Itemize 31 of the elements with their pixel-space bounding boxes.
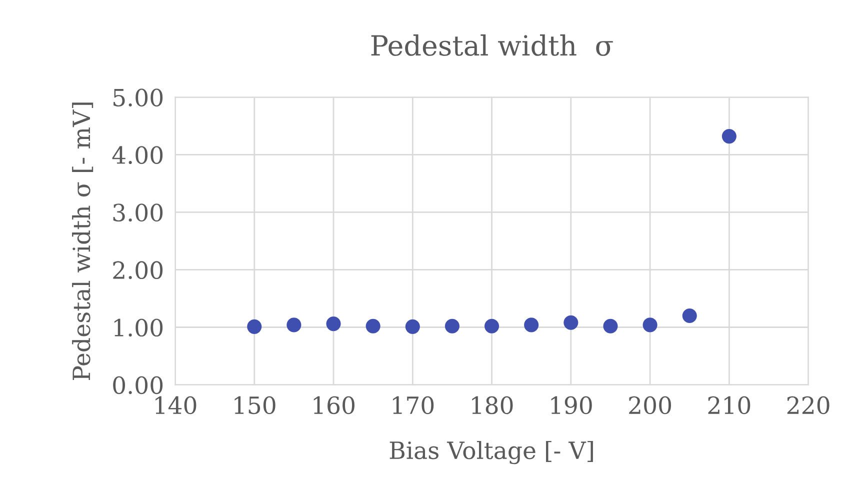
x-tick-label: 150 <box>234 396 276 414</box>
y-axis-title: Pedestal width σ [- mV] <box>72 102 94 380</box>
y-tick-label: 4.00 <box>112 146 163 164</box>
y-tick-label: 3.00 <box>113 204 163 222</box>
point <box>247 319 262 334</box>
y-tick-label: 0.00 <box>113 376 163 394</box>
point <box>366 318 380 334</box>
point <box>603 318 618 334</box>
point <box>326 316 341 332</box>
x-axis-title: Bias Voltage [- V] <box>390 440 593 464</box>
chart-title: Pedestal width σ <box>371 34 613 56</box>
x-tick-label: 190 <box>551 396 592 414</box>
x-tick-label: 170 <box>392 396 434 414</box>
point <box>642 318 658 332</box>
y-tick-label: 2.00 <box>113 261 163 280</box>
point <box>484 318 500 334</box>
point <box>564 315 578 330</box>
x-tick-label: 180 <box>472 396 513 414</box>
point <box>524 318 539 332</box>
point <box>722 129 736 144</box>
point <box>405 319 420 334</box>
x-tick-label: 200 <box>629 396 672 414</box>
x-tick-label: 220 <box>787 396 830 414</box>
point <box>286 318 302 332</box>
x-tick-label: 140 <box>156 396 196 414</box>
x-tick-label: 160 <box>314 396 354 414</box>
y-tick-label: 1.00 <box>114 318 163 337</box>
x-tick-label: 210 <box>708 396 750 414</box>
y-tick-label: 5.00 <box>114 88 163 106</box>
point <box>682 308 697 324</box>
point <box>444 318 460 334</box>
